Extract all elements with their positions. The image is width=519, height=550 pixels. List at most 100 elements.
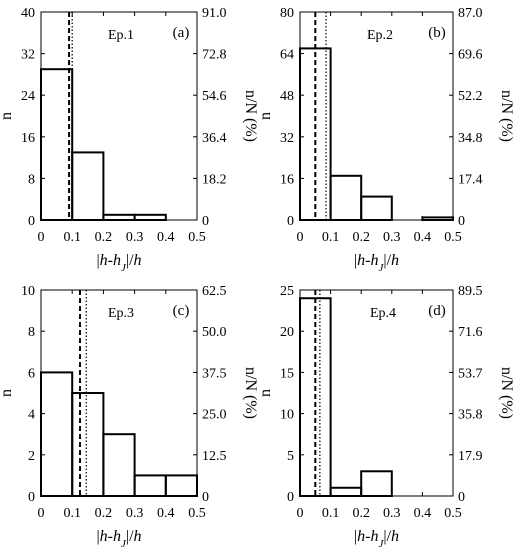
right-y-tick-label: 36.4 (202, 131, 227, 146)
x-tick-label: 0.4 (157, 506, 175, 521)
x-tick-label: 0.5 (188, 230, 206, 245)
right-y-tick-label: 52.2 (458, 89, 483, 104)
y-tick-label: 32 (21, 48, 35, 63)
x-tick-label: 0.1 (322, 506, 340, 521)
y-tick-label: 80 (280, 6, 294, 21)
y-tick-label: 8 (28, 325, 35, 340)
x-tick-label: 0.4 (157, 230, 175, 245)
y-axis-label: n (257, 389, 274, 397)
episode-label: Ep.3 (108, 306, 134, 321)
right-y-tick-label: 69.6 (458, 48, 483, 63)
right-y-tick-label: 87.0 (458, 6, 483, 21)
right-y-axis-label: n/N (%) (242, 90, 259, 142)
right-y-tick-label: 53.7 (458, 366, 483, 381)
x-tick-label: 0.2 (352, 506, 370, 521)
right-y-tick-label: 91.0 (202, 6, 227, 21)
y-tick-label: 10 (21, 284, 35, 299)
right-y-tick-label: 72.8 (202, 48, 227, 63)
y-tick-label: 4 (28, 408, 35, 423)
x-tick-label: 0.1 (63, 506, 81, 521)
y-tick-label: 8 (28, 172, 35, 187)
y-tick-label: 10 (280, 408, 294, 423)
x-tick-label: 0.3 (126, 230, 144, 245)
x-tick-label: 0.4 (414, 230, 432, 245)
right-y-axis-label: n/N (%) (242, 367, 259, 419)
histogram-bar (102, 213, 136, 222)
plot-frame (40, 289, 198, 497)
right-y-tick-label: 35.8 (458, 408, 483, 423)
y-tick-label: 0 (287, 490, 294, 505)
histogram-bar (360, 195, 393, 222)
x-tick-label: 0.3 (383, 230, 401, 245)
x-tick-label: 0 (297, 506, 304, 521)
episode-label: Ep.2 (367, 28, 393, 43)
y-tick-label: 6 (28, 366, 35, 381)
y-tick-label: 48 (280, 89, 294, 104)
histogram-bar (40, 371, 74, 497)
right-y-tick-label: 62.5 (202, 284, 227, 299)
episode-label: Ep.1 (108, 28, 134, 43)
x-tick-label: 0.3 (383, 506, 401, 521)
chart-panel-1: 0 0.1 0.2 0.3 0.4 0.50816243240018.236.454.67… (0, 6, 259, 274)
right-y-tick-label: 34.8 (458, 131, 483, 146)
y-tick-label: 16 (280, 172, 294, 187)
right-y-axis-label: n/N (%) (498, 367, 515, 419)
panel-label: (c) (173, 303, 190, 319)
right-y-axis-label: n/N (%) (498, 90, 515, 142)
y-tick-label: 24 (21, 89, 35, 104)
plot-frame (40, 11, 198, 221)
right-y-tick-label: 0 (202, 490, 209, 505)
x-tick-label: 0.2 (95, 230, 113, 245)
histogram-bar (102, 433, 136, 498)
y-axis-label: n (257, 112, 274, 120)
histogram-bar (71, 151, 105, 221)
y-tick-label: 0 (28, 490, 35, 505)
x-tick-label: 0 (38, 506, 45, 521)
x-tick-label: 0.2 (95, 506, 113, 521)
x-tick-label: 0 (297, 230, 304, 245)
episode-label: Ep.4 (370, 306, 396, 321)
right-y-tick-label: 0 (458, 490, 465, 505)
y-tick-label: 15 (280, 366, 294, 381)
right-y-tick-label: 0 (202, 214, 209, 229)
y-tick-label: 32 (280, 131, 294, 146)
y-tick-label: 0 (28, 214, 35, 229)
histogram-bar (133, 213, 167, 222)
y-tick-label: 2 (28, 449, 35, 464)
y-tick-label: 64 (280, 48, 294, 63)
right-y-tick-label: 17.9 (458, 449, 483, 464)
y-tick-label: 25 (280, 284, 294, 299)
panel-label: (d) (428, 303, 446, 319)
x-axis-label: |h-hJ|/h (96, 252, 141, 274)
right-y-tick-label: 71.6 (458, 325, 483, 340)
panel-label: (a) (173, 25, 190, 41)
x-tick-label: 0.1 (322, 230, 340, 245)
right-y-tick-label: 25.0 (202, 408, 227, 423)
histogram-bar (329, 486, 363, 498)
right-y-tick-label: 17.4 (458, 172, 483, 187)
y-tick-label: 40 (21, 6, 35, 21)
x-tick-label: 0 (38, 230, 45, 245)
x-tick-label: 0.4 (414, 506, 432, 521)
x-tick-label: 0.1 (63, 230, 81, 245)
y-tick-label: 5 (287, 449, 294, 464)
chart-panel-2: 0 0.1 0.2 0.3 0.4 0.501632486480017.434.852.2… (257, 6, 515, 274)
right-y-tick-label: 54.6 (202, 89, 227, 104)
plot-frame (299, 11, 454, 221)
right-y-tick-label: 37.5 (202, 366, 227, 381)
x-tick-label: 0.2 (352, 230, 370, 245)
plot-frame (299, 289, 454, 497)
histogram-bar (133, 474, 167, 497)
x-axis-label: |h-hJ|/h (354, 252, 399, 274)
y-axis-label: n (0, 112, 15, 120)
x-tick-label: 0.5 (188, 506, 206, 521)
chart-panel-4: 0 0.1 0.2 0.3 0.4 0.50510152025017.935.853.77… (257, 284, 515, 550)
y-tick-label: 20 (280, 325, 294, 340)
histogram-bar (71, 392, 105, 497)
x-tick-label: 0.5 (444, 506, 462, 521)
y-axis-label: n (0, 389, 15, 397)
histogram-bar (329, 174, 363, 222)
right-y-tick-label: 50.0 (202, 325, 227, 340)
x-axis-label: |h-hJ|/h (354, 528, 399, 550)
